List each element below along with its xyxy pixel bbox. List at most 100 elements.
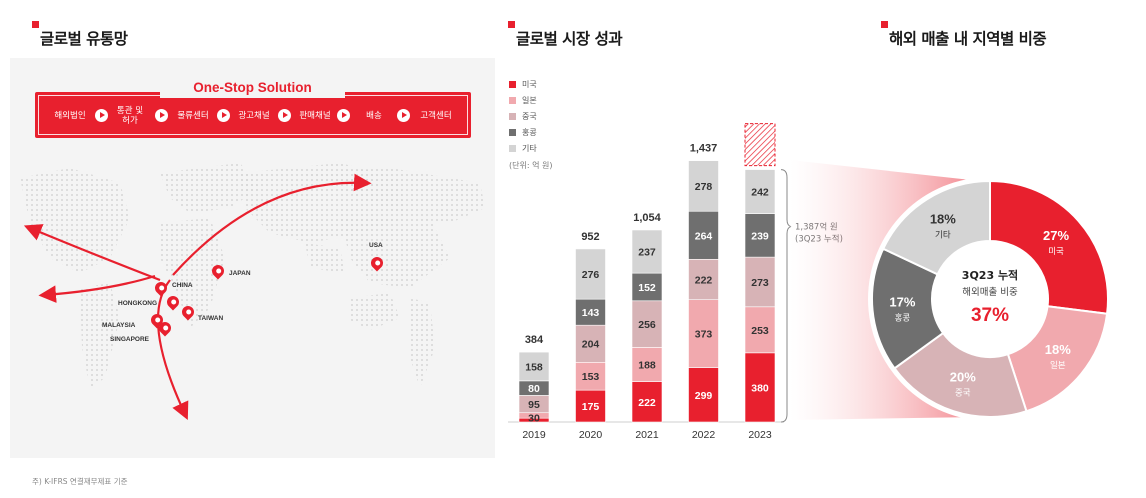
data-label: 158 [525, 361, 543, 373]
step-label: 통관 및 허가 [116, 106, 144, 126]
world-map [20, 163, 485, 420]
slice-value: 20% [950, 370, 976, 385]
bar-segment [744, 213, 776, 258]
city-label: JAPAN [229, 270, 251, 277]
total-label: 1,054 [633, 212, 661, 224]
data-label: 204 [582, 339, 600, 351]
play-arrow-icon [278, 109, 291, 122]
bar-segment [688, 210, 719, 260]
step-label: 판매채널 [299, 111, 331, 121]
slice-label: 기타 [935, 231, 951, 241]
data-label: 153 [582, 371, 600, 383]
tick-label: 2023 [748, 429, 772, 441]
slice-value: 18% [930, 212, 956, 227]
bar-segment [631, 229, 663, 274]
bar-segment [688, 299, 719, 368]
legend-item: 기타 [509, 143, 537, 154]
one-stop-title: One-Stop Solution [160, 78, 345, 98]
total-label: 384 [525, 334, 544, 346]
legend-swatch [509, 97, 516, 104]
data-label: 253 [751, 325, 769, 337]
bar-segment [688, 160, 719, 212]
data-label: 276 [582, 269, 600, 281]
city-label: TAIWAN [198, 315, 224, 322]
one-stop-solution-bar: 해외법인 통관 및 허가 물류센터 광고채널 판매채널 배송 고객센터 [35, 92, 471, 138]
city-label: USA [369, 242, 383, 249]
legend-swatch [509, 81, 516, 88]
data-label: 152 [638, 282, 656, 294]
city-label: HONGKONG [118, 300, 157, 307]
bar-segment [518, 351, 550, 382]
play-arrow-icon [155, 109, 168, 122]
bar-segment [744, 306, 776, 354]
legend-item: 홍콩 [509, 127, 537, 138]
data-label: 256 [638, 319, 656, 331]
legend-item: 중국 [509, 111, 537, 122]
play-arrow-icon [397, 109, 410, 122]
projection-box [744, 123, 776, 167]
data-label: 237 [638, 247, 656, 259]
bar-segment [631, 272, 663, 302]
footnote: 주) K-IFRS 연결재무제표 기준 [32, 477, 128, 486]
tick-label: 2020 [579, 429, 603, 441]
donut-hole [932, 241, 1048, 357]
data-label: 80 [528, 383, 540, 395]
unit-label: (단위: 억 원) [509, 161, 553, 170]
center-value: 37% [971, 305, 1009, 326]
legend-swatch [509, 113, 516, 120]
bar-segment [744, 256, 776, 308]
data-label: 264 [695, 230, 713, 242]
network-title: 글로벌 유통망 [32, 21, 128, 49]
bar-segment [575, 389, 606, 423]
slice-label: 일본 [1050, 361, 1066, 371]
slice-label: 미국 [1048, 247, 1064, 257]
tick-label: 2019 [522, 429, 546, 441]
total-label: 952 [581, 231, 599, 243]
legend-item: 미국 [509, 79, 537, 90]
bar-segment [631, 347, 663, 382]
title-marker [881, 21, 888, 28]
market-title: 글로벌 시장 성과 [508, 21, 623, 49]
center-title: 3Q23 누적 [962, 268, 1018, 282]
tick-label: 2022 [692, 429, 716, 441]
total-label: 1,437 [690, 143, 718, 155]
regions-title: 해외 매출 내 지역별 비중 [881, 21, 1047, 49]
data-label: 188 [638, 359, 656, 371]
data-label: 175 [582, 401, 600, 413]
play-arrow-icon [337, 109, 350, 122]
stacked-bar-chart: 2130958015838420191751532041432769522020… [508, 123, 843, 441]
slice-value: 17% [889, 294, 915, 309]
bar-segment [575, 362, 606, 391]
data-label: 95 [528, 399, 540, 411]
step-label: 물류센터 [177, 111, 209, 121]
tick-label: 2021 [635, 429, 659, 441]
title-marker [508, 21, 515, 28]
legend-swatch [509, 145, 516, 152]
title-marker [32, 21, 39, 28]
data-label: 299 [695, 390, 713, 402]
data-label: 278 [695, 181, 713, 193]
center-subtitle: 해외매출 비중 [962, 286, 1018, 298]
continents [20, 163, 485, 388]
data-label: 222 [638, 397, 656, 409]
data-label: 380 [751, 382, 769, 394]
slice-label: 홍콩 [895, 312, 911, 323]
slice-value: 27% [1043, 228, 1069, 243]
bar-segment [575, 324, 606, 363]
step-label: 배송 [366, 111, 382, 121]
step-label: 해외법인 [54, 111, 86, 121]
step-label: 고객센터 [420, 111, 452, 121]
step-label: 광고채널 [238, 111, 270, 121]
play-arrow-icon [217, 109, 230, 122]
legend-item: 일본 [509, 95, 537, 106]
bar-segment [631, 300, 663, 348]
bar-segment [688, 258, 719, 300]
slice-label: 중국 [955, 389, 971, 399]
slice-value: 18% [1045, 342, 1071, 357]
bar-segment [575, 298, 606, 326]
city-label: MALAYSIA [102, 322, 136, 329]
legend-swatch [509, 129, 516, 136]
bar-segment [575, 248, 606, 300]
data-label: 373 [695, 329, 713, 341]
data-label: 239 [751, 230, 769, 242]
